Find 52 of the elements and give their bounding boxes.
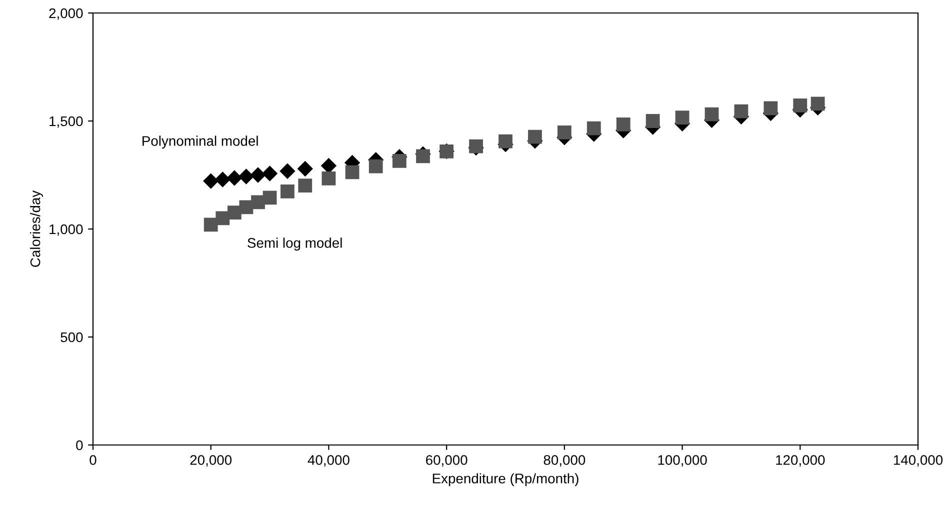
point <box>250 167 266 183</box>
point <box>280 184 294 198</box>
x-tick-label: 120,000 <box>776 455 825 467</box>
point <box>392 154 406 168</box>
point <box>498 134 512 148</box>
point <box>469 139 483 154</box>
x-tick-label: 100,000 <box>658 455 707 467</box>
point <box>416 149 430 164</box>
point <box>793 98 808 112</box>
point <box>203 173 218 189</box>
y-tick-label: 2,000 <box>49 8 83 20</box>
point <box>227 206 242 220</box>
y-tick-label: 1,000 <box>50 224 83 236</box>
point <box>764 101 778 116</box>
point <box>322 172 336 186</box>
x-axis-title: Expenditure (Rp/month) <box>432 473 578 486</box>
point <box>810 96 825 111</box>
point <box>368 159 383 174</box>
point <box>215 172 230 188</box>
x-tick-label: 60,000 <box>426 455 468 467</box>
point <box>586 121 601 136</box>
point <box>321 158 336 174</box>
y-tick-label: 0 <box>76 440 83 450</box>
x-tick-label: 20,000 <box>190 455 232 467</box>
x-tick-label: 40,000 <box>308 455 350 467</box>
y-tick-label: 500 <box>60 332 83 342</box>
annotation: Semi log model <box>248 238 342 251</box>
annotation: Polynominal model <box>142 136 258 149</box>
x-tick-label: 80,000 <box>544 455 586 467</box>
x-tick-label: 140,000 <box>894 455 943 467</box>
y-tick-label: 1,500 <box>50 116 83 128</box>
point <box>238 168 254 184</box>
point <box>204 218 218 232</box>
point <box>646 114 660 128</box>
point <box>557 126 572 140</box>
point <box>280 164 296 179</box>
point <box>216 211 230 226</box>
point <box>528 130 542 144</box>
point <box>251 195 265 210</box>
point <box>345 165 360 180</box>
point <box>226 170 242 186</box>
point <box>734 104 748 118</box>
point <box>298 161 313 176</box>
point <box>262 166 278 182</box>
point <box>616 118 630 132</box>
x-tick-label: 0 <box>90 455 96 465</box>
point <box>704 107 719 122</box>
point <box>298 178 312 193</box>
point <box>675 110 690 124</box>
y-axis-title: Calories/day <box>30 190 43 267</box>
point <box>262 190 277 205</box>
point <box>239 200 254 214</box>
